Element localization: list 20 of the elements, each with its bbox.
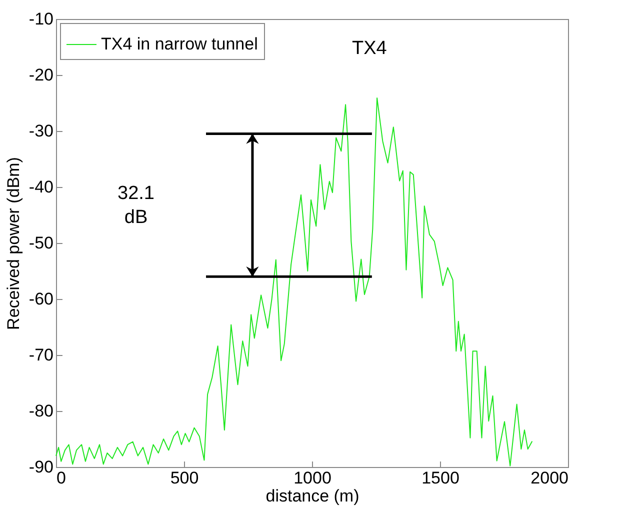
y-tick-label: -60 <box>28 290 54 308</box>
y-tick-label: -50 <box>28 234 54 252</box>
y-tick-label: -10 <box>28 10 54 28</box>
legend-label: TX4 in narrow tunnel <box>101 34 258 54</box>
x-tick-label: 2000 <box>530 468 568 488</box>
y-axis-title: Received power (dBm) <box>4 157 23 330</box>
x-tick-label: 0 <box>56 468 66 488</box>
x-axis-title: distance (m) <box>266 486 360 506</box>
y-tick-label: -30 <box>28 122 54 140</box>
y-tick-label: -40 <box>28 178 54 196</box>
line-series <box>56 97 533 466</box>
annotation: 32.1 dB <box>118 183 154 228</box>
y-tick-label: -80 <box>28 402 54 420</box>
y-tick-label: -90 <box>28 458 54 476</box>
y-tick-label: -70 <box>28 346 54 364</box>
annotation: TX4 <box>352 38 388 59</box>
y-tick-label: -20 <box>28 66 54 84</box>
x-tick-label: 1500 <box>422 468 460 488</box>
x-tick-label: 1000 <box>294 468 332 488</box>
x-tick-label: 500 <box>170 468 199 488</box>
